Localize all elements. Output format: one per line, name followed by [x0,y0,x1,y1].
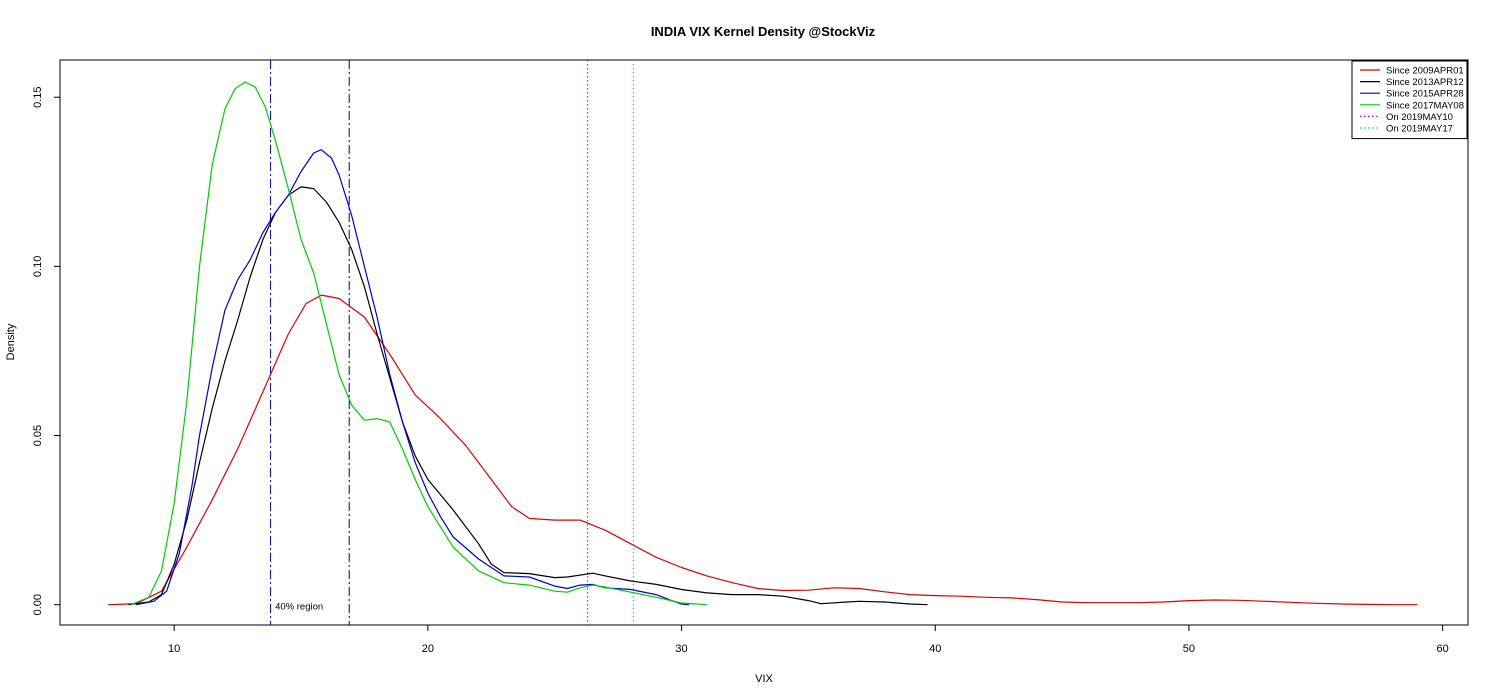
plot-area-frame [59,59,1469,626]
density-series [108,81,1418,606]
y-axis-label: Density [5,323,17,360]
legend-entry-label: On 2019MAY10 [1386,112,1453,123]
y-tick-label: 0.15 [32,87,44,108]
legend-entry-label: Since 2017MAY08 [1386,100,1464,111]
legend-entry-label: Since 2013APR12 [1386,77,1464,88]
density-line [108,294,1418,606]
y-tick-label: 0.00 [32,594,44,615]
density-line [128,186,928,606]
density-line [130,81,707,606]
chart-title: INDIA VIX Kernel Density @StockViz [651,24,876,39]
y-axis: 0.00 0.05 0.10 0.15 [32,87,61,615]
x-axis: 10 20 30 40 50 60 [168,624,1449,655]
legend-entry-label: On 2019MAY17 [1386,124,1453,135]
y-tick-label: 0.10 [32,256,44,277]
x-tick-label: 50 [1183,643,1195,655]
legend-entry-label: Since 2009APR01 [1386,66,1464,77]
x-tick-label: 30 [675,643,687,655]
chart-annotations: 40% region [275,602,323,613]
y-tick-label: 0.05 [32,425,44,446]
x-tick-label: 10 [168,643,180,655]
density-line [135,149,690,606]
annotation-label: 40% region [275,602,323,613]
legend-entry-label: Since 2015APR28 [1386,89,1464,100]
legend-box [1351,60,1468,140]
x-tick-label: 40 [929,643,941,655]
x-tick-label: 20 [422,643,434,655]
vertical-reference-lines [270,60,634,625]
x-axis-label: VIX [755,673,773,685]
x-tick-label: 60 [1437,643,1449,655]
